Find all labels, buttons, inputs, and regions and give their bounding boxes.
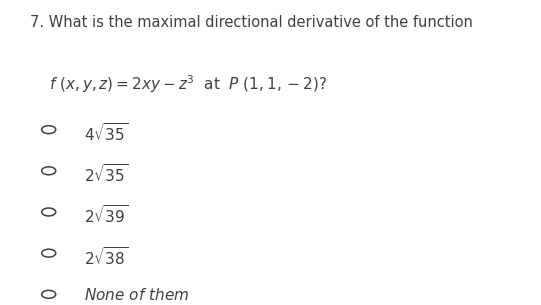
Text: $\it{None\ of\ them}$: $\it{None\ of\ them}$ xyxy=(84,287,189,303)
Text: $2\sqrt{35}$: $2\sqrt{35}$ xyxy=(84,163,128,185)
Text: $4\sqrt{35}$: $4\sqrt{35}$ xyxy=(84,122,128,144)
Text: $2\sqrt{39}$: $2\sqrt{39}$ xyxy=(84,204,128,226)
Text: 7. What is the maximal directional derivative of the function: 7. What is the maximal directional deriv… xyxy=(30,15,473,30)
Text: $f\ (x,y,z) = 2xy - z^3$  at  $P\ (1,1,-2)$?: $f\ (x,y,z) = 2xy - z^3$ at $P\ (1,1,-2)… xyxy=(49,73,327,95)
Text: $2\sqrt{38}$: $2\sqrt{38}$ xyxy=(84,246,128,267)
